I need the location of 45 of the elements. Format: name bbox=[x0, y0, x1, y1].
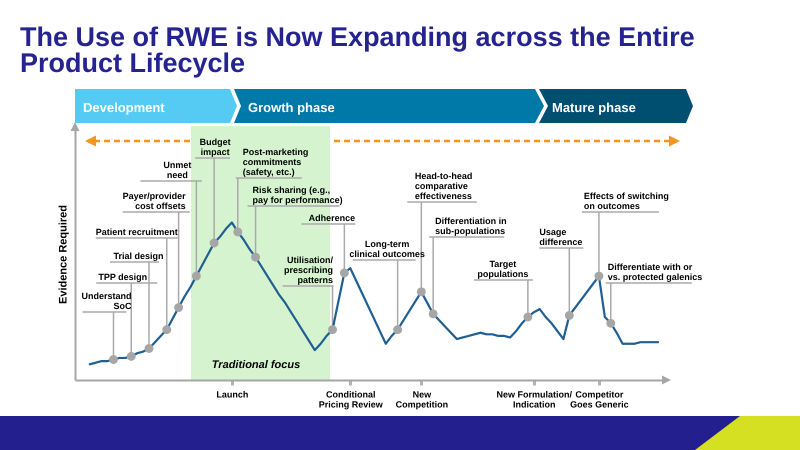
point bbox=[594, 272, 604, 281]
point bbox=[393, 325, 402, 334]
text: Development bbox=[83, 100, 166, 115]
point bbox=[174, 303, 184, 312]
annotation: TPP design bbox=[98, 272, 148, 282]
point bbox=[109, 355, 118, 364]
point bbox=[144, 344, 154, 353]
text: Head-to-head comparative effectiveness bbox=[414, 171, 472, 201]
point bbox=[126, 352, 136, 361]
annotation: Target populations bbox=[477, 259, 528, 279]
annotation: Traditional focus bbox=[212, 359, 300, 371]
point bbox=[564, 310, 574, 320]
point bbox=[233, 227, 242, 236]
text: Risk sharing (e.g., pay for performance) bbox=[252, 185, 343, 205]
text: Unmet need bbox=[163, 160, 192, 180]
annotation: Understand SoC bbox=[81, 291, 132, 311]
chart-title: The Use of RWE is Now Expanding across the Entire Product Lifecycle bbox=[20, 22, 696, 78]
x-tick-label: Launch bbox=[216, 390, 248, 400]
y-axis-title: Evidence Required bbox=[58, 204, 70, 304]
annotation: Differentiate with or vs. protected galenics bbox=[608, 262, 702, 282]
point bbox=[210, 238, 219, 248]
x-tick-label: New Competition bbox=[396, 390, 448, 410]
point bbox=[340, 268, 349, 278]
text: Budget impact bbox=[200, 137, 231, 157]
point bbox=[606, 318, 616, 328]
text: Post-marketing commitments (safety, etc.) bbox=[242, 147, 308, 177]
point bbox=[251, 252, 260, 262]
annotation: Usage difference bbox=[539, 227, 582, 247]
x-tick-label: Conditional Pricing Review bbox=[318, 390, 384, 410]
point bbox=[416, 287, 426, 296]
annotation: Utilisation/ prescribing patterns bbox=[284, 255, 334, 285]
annotation: Patient recruitment bbox=[96, 227, 178, 237]
text: Growth phase bbox=[248, 100, 335, 115]
text: Effects of switching on outcomes bbox=[584, 191, 669, 211]
annotation: Adherence bbox=[308, 213, 356, 223]
annotation: Differentiation in sub-populations bbox=[435, 216, 507, 236]
text: Payer/provider cost offsets bbox=[122, 191, 186, 211]
point bbox=[428, 309, 438, 318]
point bbox=[192, 272, 201, 281]
text: Mature phase bbox=[552, 100, 636, 115]
annotation: Trial design bbox=[113, 251, 164, 261]
point bbox=[328, 325, 337, 334]
point bbox=[162, 325, 172, 334]
point bbox=[523, 312, 532, 322]
annotation: Long-term clinical outcomes bbox=[349, 239, 425, 259]
